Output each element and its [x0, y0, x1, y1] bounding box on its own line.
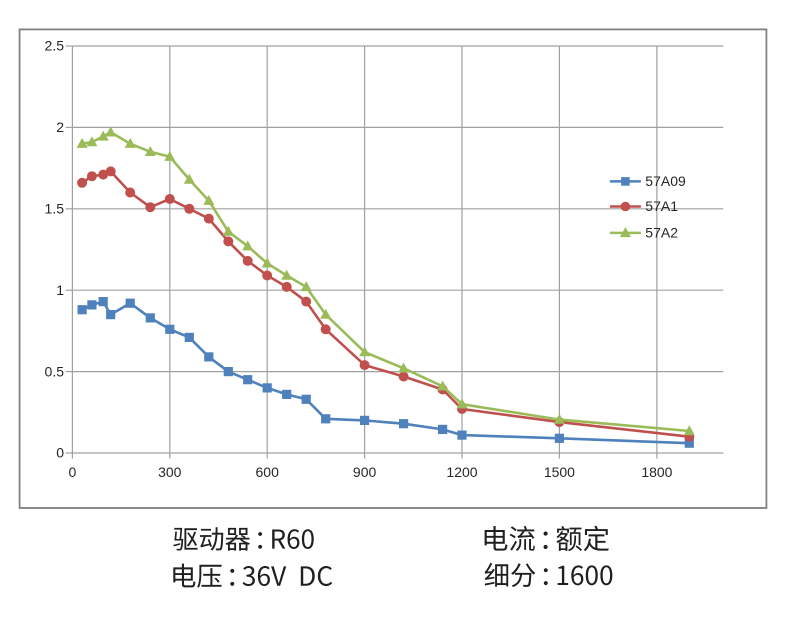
- svg-text:0.5: 0.5: [45, 363, 65, 379]
- svg-text:300: 300: [158, 464, 182, 480]
- svg-text:57A09: 57A09: [645, 173, 686, 189]
- svg-text:1500: 1500: [544, 464, 575, 480]
- svg-text:57A1: 57A1: [645, 198, 678, 214]
- svg-text:1800: 1800: [641, 464, 672, 480]
- svg-text:2: 2: [56, 119, 64, 135]
- svg-text:0: 0: [69, 464, 77, 480]
- svg-text:2.5: 2.5: [45, 38, 65, 54]
- svg-text:0: 0: [56, 445, 64, 461]
- svg-text:1: 1: [56, 282, 64, 298]
- svg-text:600: 600: [256, 464, 280, 480]
- svg-text:57A2: 57A2: [645, 225, 678, 241]
- svg-text:900: 900: [353, 464, 377, 480]
- svg-text:1200: 1200: [446, 464, 477, 480]
- svg-text:1.5: 1.5: [45, 201, 65, 217]
